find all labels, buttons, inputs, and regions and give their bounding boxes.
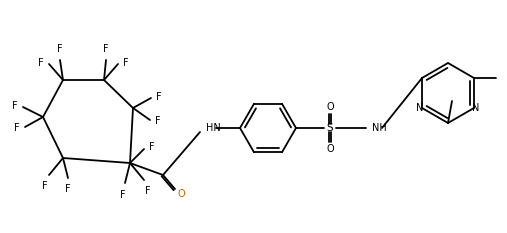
Text: F: F — [103, 44, 109, 54]
Text: F: F — [12, 101, 18, 111]
Text: S: S — [327, 123, 333, 133]
Text: F: F — [14, 123, 20, 133]
Text: NH: NH — [372, 123, 387, 133]
Text: F: F — [156, 92, 162, 102]
Text: F: F — [42, 181, 48, 191]
Text: F: F — [120, 190, 126, 200]
Text: F: F — [123, 58, 129, 68]
Text: O: O — [177, 189, 185, 199]
Text: F: F — [155, 116, 161, 126]
Text: O: O — [326, 102, 334, 112]
Text: O: O — [326, 144, 334, 154]
Text: F: F — [65, 184, 71, 194]
Text: N: N — [473, 103, 480, 113]
Text: N: N — [416, 103, 424, 113]
Text: F: F — [149, 142, 155, 152]
Text: F: F — [39, 58, 44, 68]
Text: F: F — [145, 186, 151, 196]
Text: F: F — [57, 44, 63, 54]
Text: HN: HN — [206, 123, 221, 133]
